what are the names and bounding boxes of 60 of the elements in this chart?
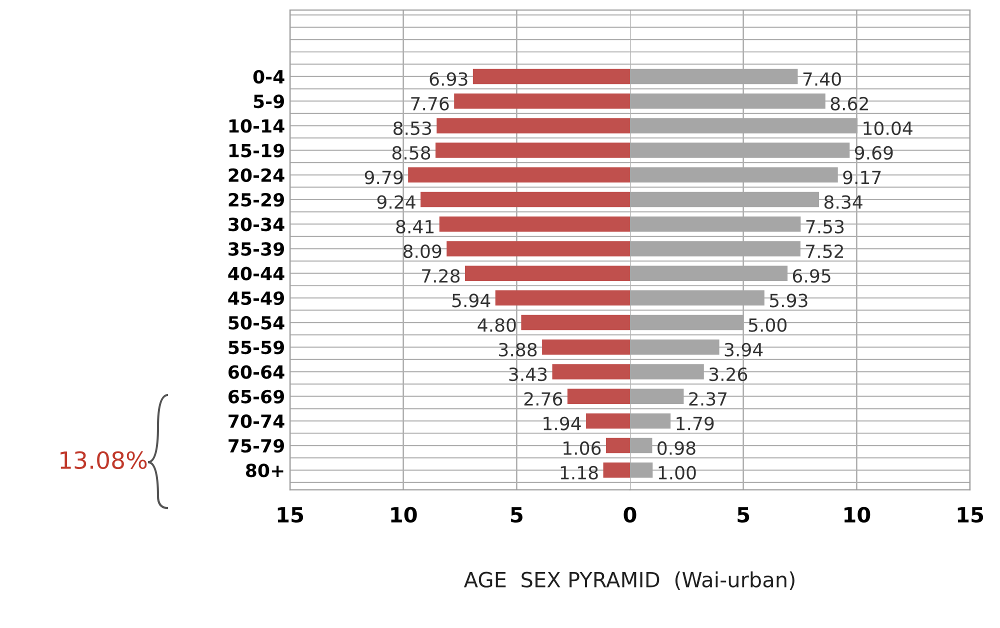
text: 13.08% bbox=[60, 451, 147, 470]
y-tick-label: 80+ bbox=[246, 464, 284, 478]
y-tick-label: 25-29 bbox=[228, 192, 284, 207]
x-tick-label: 10 bbox=[391, 506, 417, 523]
data-label: 9.24 bbox=[377, 195, 416, 209]
data-label: 5.94 bbox=[452, 294, 490, 308]
x-tick-label: 5 bbox=[738, 507, 750, 523]
x-tick-label: 0 bbox=[624, 506, 636, 523]
x-tick-label: 10 bbox=[844, 506, 870, 523]
data-label: 4.80 bbox=[478, 318, 516, 332]
data-label: 9.17 bbox=[843, 170, 881, 184]
y-tick-label: 20-24 bbox=[228, 168, 284, 182]
x-axis-title: AGE SEX PYRAMID (Wai-urban) bbox=[464, 571, 794, 590]
y-tick-label: 70-74 bbox=[228, 414, 284, 428]
data-label: 8.41 bbox=[396, 220, 434, 234]
data-label: 9.69 bbox=[854, 146, 893, 160]
data-label: 7.52 bbox=[806, 244, 844, 258]
data-label: 8.09 bbox=[403, 244, 442, 258]
data-label: 7.28 bbox=[422, 269, 460, 283]
y-tick-label: 10-14 bbox=[229, 119, 284, 133]
data-label: 1.00 bbox=[658, 466, 696, 480]
data-label: 7.40 bbox=[803, 72, 841, 86]
data-label: 0.98 bbox=[658, 441, 696, 455]
y-tick-label: 50-54 bbox=[228, 316, 284, 330]
data-label: 10.04 bbox=[864, 121, 912, 136]
data-label: 3.88 bbox=[499, 342, 537, 357]
y-tick-label: 75-79 bbox=[228, 439, 284, 453]
data-label: 8.53 bbox=[394, 121, 432, 136]
y-tick-label: 45-49 bbox=[228, 291, 284, 306]
y-tick-label: 30-34 bbox=[228, 218, 284, 232]
data-label: 3.26 bbox=[709, 367, 748, 382]
data-label: 7.76 bbox=[411, 96, 449, 110]
x-tick-label: 15 bbox=[958, 507, 984, 523]
y-tick-label: 15-19 bbox=[229, 144, 284, 158]
data-label: 8.62 bbox=[830, 96, 868, 110]
data-label: 1.06 bbox=[564, 441, 601, 455]
data-label: 6.93 bbox=[430, 72, 468, 86]
data-label: 1.18 bbox=[560, 466, 598, 480]
data-label: 1.94 bbox=[544, 416, 581, 430]
data-label: 5.00 bbox=[748, 318, 787, 332]
data-label: 6.95 bbox=[792, 269, 830, 283]
y-tick-label: 35-39 bbox=[228, 242, 284, 256]
data-label: 7.53 bbox=[806, 220, 844, 234]
data-label: 2.76 bbox=[524, 392, 562, 406]
x-tick-label: 5 bbox=[511, 507, 522, 523]
data-label: 8.34 bbox=[824, 195, 862, 209]
y-tick-label: 65-69 bbox=[228, 390, 284, 404]
data-label: 3.43 bbox=[509, 367, 547, 382]
data-label: 8.58 bbox=[392, 146, 430, 160]
data-label: 1.79 bbox=[676, 416, 714, 430]
y-tick-label: 55-59 bbox=[228, 340, 284, 354]
data-label: 3.94 bbox=[724, 342, 763, 357]
y-tick-label: 40-44 bbox=[228, 266, 284, 280]
data-label: 5.93 bbox=[770, 294, 808, 308]
x-tick-label: 15 bbox=[278, 507, 304, 523]
data-label: 9.79 bbox=[364, 170, 403, 184]
y-tick-label: 60-64 bbox=[228, 365, 284, 379]
data-label: 2.37 bbox=[689, 392, 727, 406]
y-tick-label: 0-4 bbox=[253, 70, 284, 84]
y-tick-label: 5-9 bbox=[254, 94, 284, 108]
